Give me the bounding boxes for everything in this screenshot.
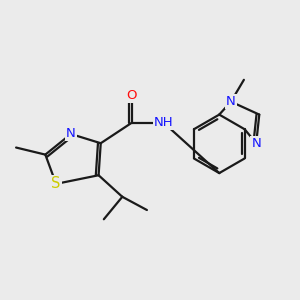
- Text: O: O: [126, 89, 137, 102]
- Text: S: S: [51, 176, 61, 191]
- Text: N: N: [251, 137, 261, 150]
- Text: N: N: [66, 128, 76, 140]
- Text: N: N: [226, 95, 236, 108]
- Text: NH: NH: [154, 116, 174, 129]
